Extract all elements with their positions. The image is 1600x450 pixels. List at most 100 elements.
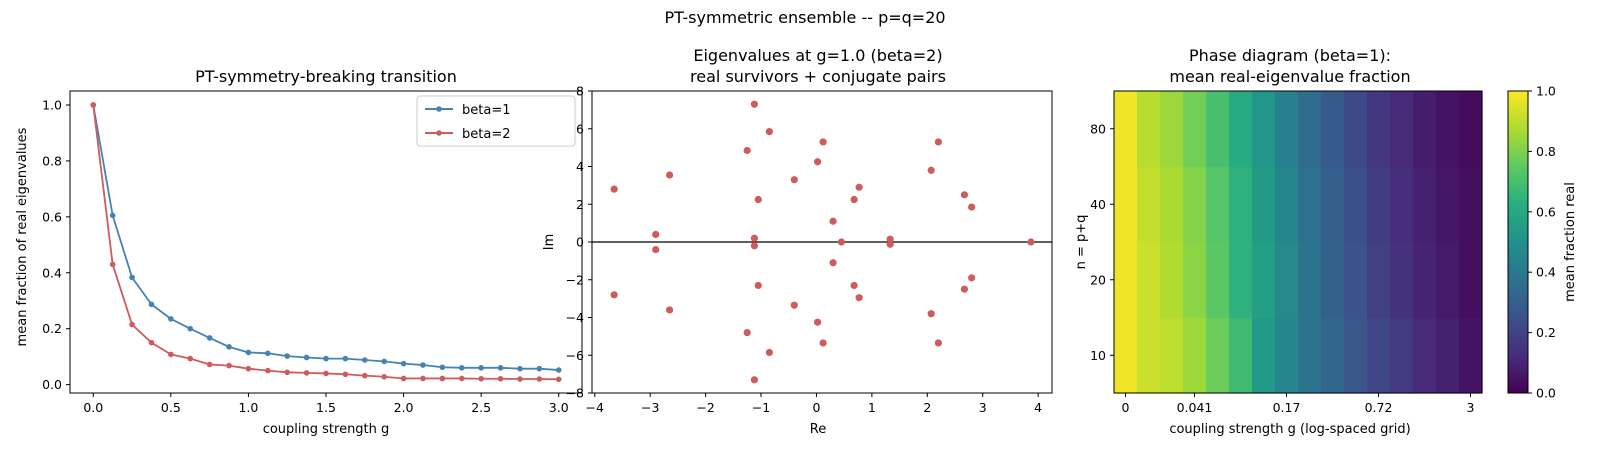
data-point-beta2 — [381, 373, 387, 380]
colorbar-ticks: 0.0 0.2 0.4 0.6 0.8 1.0 — [1528, 84, 1556, 401]
heatmap-cell — [1436, 91, 1460, 168]
heatmap-cell — [1321, 166, 1345, 243]
heatmap-cell — [1275, 242, 1299, 319]
eigenvalue-point — [886, 240, 894, 248]
line-chart-legend: beta=1 beta=2 — [416, 95, 576, 147]
data-point-beta1 — [148, 301, 155, 308]
heatmap-cell — [1413, 242, 1437, 319]
data-point-beta2 — [303, 370, 310, 376]
legend-marker-beta2 — [436, 130, 442, 136]
data-point-beta2 — [497, 375, 504, 382]
scatter-ticks: −4 −3 −2 −1 0 1 2 3 4 −8 −6 −4 −2 0 2 4 6 8 — [566, 84, 1043, 416]
scatter-xlabel: Re — [810, 422, 826, 437]
heatmap-cell — [1229, 166, 1253, 243]
data-point-beta2 — [342, 371, 349, 378]
eigenvalue-point — [960, 191, 969, 199]
x-tick-label: 2 — [923, 400, 931, 415]
legend-label-beta1: beta=1 — [462, 103, 510, 118]
x-tick-label: −4 — [586, 400, 604, 415]
x-tick-label: −1 — [752, 400, 770, 415]
heatmap-cell — [1298, 166, 1322, 243]
heatmap-cell — [1114, 91, 1138, 168]
colorbar-tick-label: 0.0 — [1536, 386, 1556, 401]
colorbar-tick-label: 0.6 — [1536, 204, 1556, 219]
heatmap-cell — [1390, 166, 1414, 243]
data-point-beta1 — [361, 357, 368, 363]
x-tick-label: 1 — [868, 400, 876, 415]
heatmap-panel: Phase diagram (beta=1): mean real-eigenv… — [1074, 46, 1578, 437]
colorbar-tick-label: 0.8 — [1536, 144, 1556, 159]
eigenvalue-point — [968, 274, 976, 282]
x-tick-label: 3 — [979, 400, 987, 415]
colorbar — [1507, 90, 1529, 394]
x-tick-label: 0.041 — [1177, 400, 1213, 415]
x-tick-label: 0.0 — [83, 400, 103, 415]
legend-box — [416, 95, 576, 147]
heatmap-cell — [1367, 166, 1391, 243]
eigenvalue-point — [934, 339, 942, 347]
x-tick-label: 2.0 — [394, 400, 414, 415]
heatmap-xlabel: coupling strength g (log-spaced grid) — [1169, 422, 1410, 437]
heatmap-cell — [1344, 166, 1368, 243]
heatmap-cell — [1298, 317, 1322, 394]
x-tick-label: 3.0 — [549, 400, 569, 415]
heatmap-cell — [1275, 91, 1299, 168]
heatmap-cell — [1229, 242, 1253, 319]
data-point-beta2 — [284, 369, 291, 376]
eigenvalue-point — [765, 348, 773, 357]
y-tick-label: 0.0 — [42, 377, 62, 392]
data-point-beta1 — [206, 335, 213, 341]
heatmap-cell — [1206, 317, 1230, 394]
eigenvalue-point — [829, 217, 837, 225]
y-tick-label: −6 — [566, 348, 584, 363]
heatmap-cell — [1275, 317, 1299, 394]
heatmap-cells — [1114, 91, 1483, 394]
data-point-beta1 — [342, 355, 349, 362]
heatmap-cell — [1252, 317, 1276, 394]
line-chart-panel: PT-symmetry-breaking transition coupling… — [15, 67, 583, 437]
colorbar-label: mean fraction real — [1563, 182, 1578, 302]
data-point-beta1 — [536, 365, 543, 372]
line-chart-frame — [69, 90, 583, 394]
eigenvalue-point — [652, 245, 660, 254]
data-point-beta1 — [265, 350, 271, 357]
data-point-beta1 — [478, 365, 484, 371]
data-point-beta1 — [168, 316, 174, 322]
data-point-beta2 — [323, 370, 329, 377]
data-point-beta2 — [206, 361, 213, 368]
data-point-beta2 — [361, 372, 368, 379]
data-point-beta2 — [148, 339, 155, 346]
scatter-title: Eigenvalues at g=1.0 (beta=2) — [693, 46, 942, 65]
figure-title: PT-symmetric ensemble -- p=q=20 — [664, 8, 945, 27]
scatter-ylabel: Im — [542, 234, 557, 251]
scatter-subtitle: real survivors + conjugate pairs — [690, 67, 946, 86]
heatmap-title: Phase diagram (beta=1): — [1189, 46, 1391, 65]
data-point-beta1 — [400, 360, 407, 367]
data-point-beta2 — [400, 375, 407, 382]
heatmap-cell — [1344, 242, 1368, 319]
x-tick-label: 1.0 — [238, 400, 258, 415]
heatmap-cell — [1206, 166, 1230, 243]
heatmap-cell — [1321, 317, 1345, 394]
heatmap-cell — [1275, 166, 1299, 243]
line-chart-marks — [90, 102, 562, 383]
eigenvalue-point — [765, 127, 773, 136]
heatmap-cell — [1298, 242, 1322, 319]
heatmap-cell — [1252, 91, 1276, 168]
eigenvalue-point — [790, 301, 798, 309]
eigenvalue-point — [750, 242, 758, 250]
eigenvalue-point — [813, 318, 822, 326]
heatmap-cell — [1137, 166, 1161, 243]
data-point-beta1 — [129, 274, 135, 281]
y-tick-label: 0.2 — [42, 321, 62, 336]
y-tick-label: 0.4 — [42, 265, 62, 280]
eigenvalue-point — [855, 183, 863, 191]
line-chart-title: PT-symmetry-breaking transition — [195, 67, 457, 86]
heatmap-cell — [1252, 242, 1276, 319]
heatmap-cell — [1321, 91, 1345, 168]
heatmap-cell — [1436, 317, 1460, 394]
heatmap-cell — [1183, 91, 1207, 168]
y-tick-label: 80 — [1090, 121, 1106, 136]
heatmap-frame — [1113, 90, 1483, 394]
